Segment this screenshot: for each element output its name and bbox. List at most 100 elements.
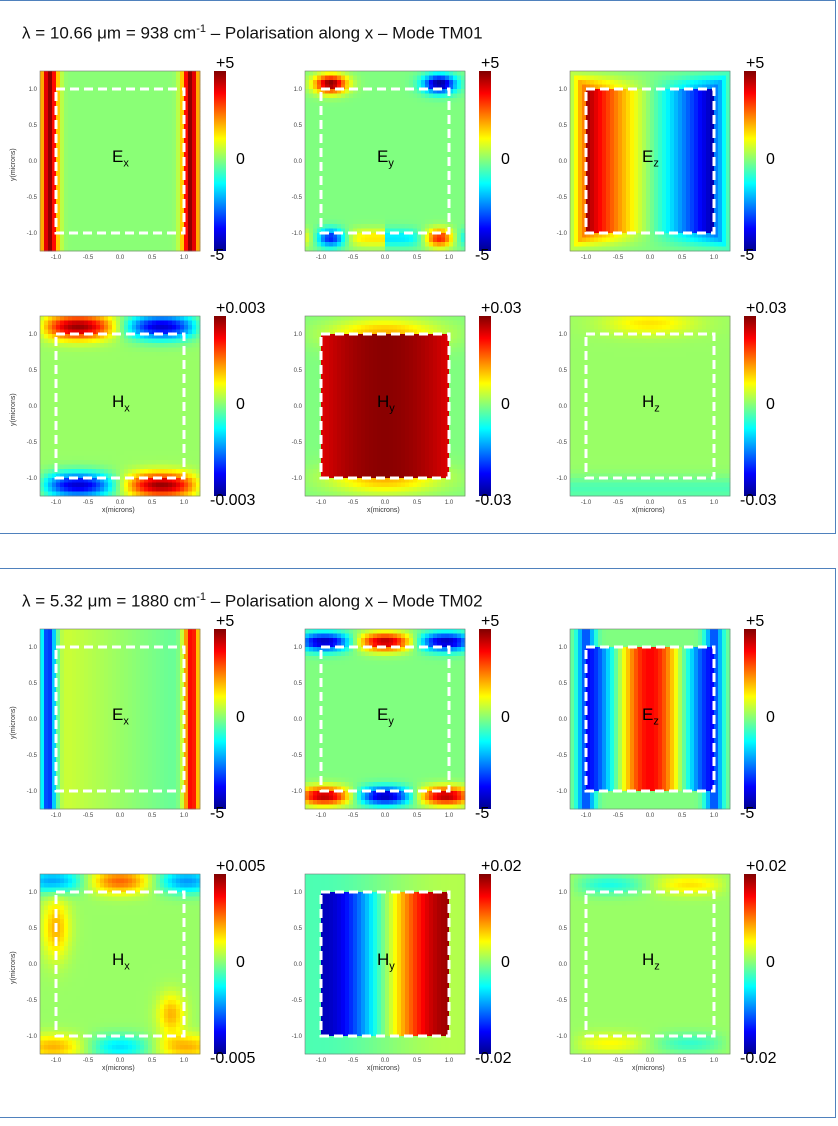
heatmap-cell: [345, 107, 350, 112]
heatmap-cell: [44, 451, 49, 456]
heatmap-cell: [570, 215, 575, 220]
heatmap-cell: [405, 224, 410, 229]
heatmap-cell: [172, 125, 177, 130]
heatmap-cell: [578, 107, 583, 112]
heatmap-cell: [385, 143, 390, 148]
heatmap-cell: [650, 129, 655, 135]
heatmap-cell: [574, 111, 579, 117]
heatmap-cell: [630, 174, 635, 180]
heatmap-svg: -1.0 -0.5 0.0 0.5 1.01.00.50.0-0.5-1.0: [27, 315, 226, 506]
heatmap-cell: [52, 116, 57, 121]
waveguide-outline: [319, 87, 451, 235]
heatmap-cell: [84, 201, 89, 207]
heatmap-cell: [124, 147, 129, 153]
heatmap-cell: [88, 152, 93, 157]
heatmap-cell: [136, 156, 141, 162]
heatmap-cell: [369, 129, 374, 135]
heatmap-cell: [128, 215, 133, 220]
heatmap-cell: [140, 71, 145, 76]
heatmap-cell: [614, 71, 619, 76]
heatmap-cell: [401, 215, 406, 220]
heatmap-cell: [321, 174, 326, 180]
heatmap-cell: [614, 89, 619, 94]
heatmap-cell: [706, 120, 711, 126]
heatmap-cell: [144, 75, 149, 81]
heatmap-cell: [710, 152, 715, 157]
heatmap-cell: [610, 224, 615, 229]
heatmap-cell: [662, 192, 667, 198]
heatmap-cell: [156, 134, 161, 139]
heatmap-cell: [570, 206, 575, 211]
heatmap-cell: [425, 206, 430, 211]
heatmap-cell: [104, 84, 109, 90]
heatmap-cell: [598, 102, 603, 108]
heatmap-cell: [84, 75, 89, 81]
heatmap-cell: [373, 98, 378, 103]
heatmap-cell: [349, 111, 354, 117]
heatmap-cell: [156, 156, 161, 162]
heatmap-cell: [630, 138, 635, 144]
heatmap-cell: [706, 156, 711, 162]
heatmap-cell: [373, 215, 378, 220]
heatmap-cell: [116, 174, 121, 180]
heatmap-cell: [184, 116, 189, 121]
heatmap-cell: [44, 152, 49, 157]
heatmap-cell: [417, 242, 422, 247]
heatmap-cell: [80, 89, 85, 94]
heatmap-cell: [353, 93, 358, 99]
heatmap-cell: [622, 138, 627, 144]
heatmap-cell: [618, 111, 623, 117]
heatmap-cell: [80, 156, 85, 162]
heatmap-cell: [602, 156, 607, 162]
heatmap-cell: [64, 156, 69, 162]
heatmap-cell: [60, 89, 65, 94]
heatmap-cell: [144, 129, 149, 135]
heatmap-cell: [321, 192, 326, 198]
heatmap-cell: [614, 237, 619, 243]
heatmap-cell: [104, 210, 109, 216]
heatmap-cell: [164, 102, 169, 108]
heatmap-cell: [638, 152, 643, 157]
heatmap-cell: [112, 120, 117, 126]
heatmap-cell: [710, 224, 715, 229]
heatmap-cell: [172, 147, 177, 153]
heatmap-cell: [409, 174, 414, 180]
heatmap-cell: [76, 102, 81, 108]
heatmap-cell: [68, 228, 73, 234]
heatmap-cell: [321, 246, 326, 252]
heatmap-cell: [618, 210, 623, 216]
heatmap-cell: [120, 116, 125, 121]
heatmap-cell: [598, 75, 603, 81]
heatmap-cell: [602, 161, 607, 166]
heatmap-cell: [714, 219, 719, 225]
heatmap-cell: [40, 201, 45, 207]
heatmap-cell: [176, 219, 181, 225]
heatmap-cell: [60, 134, 65, 139]
heatmap-cell: [160, 98, 165, 103]
heatmap-cell: [52, 129, 57, 135]
heatmap-cell: [622, 129, 627, 135]
heatmap-cell: [405, 206, 410, 211]
heatmap-cell: [365, 233, 370, 238]
heatmap-cell: [124, 89, 129, 94]
heatmap-cell: [578, 188, 583, 193]
heatmap-cell: [726, 188, 731, 193]
heatmap-cell: [369, 89, 374, 94]
heatmap-cell: [52, 138, 57, 144]
heatmap-cell: [60, 143, 65, 148]
heatmap-cell: [152, 237, 157, 243]
heatmap-cell: [369, 102, 374, 108]
heatmap-cell: [365, 93, 370, 99]
heatmap-cell: [168, 161, 173, 166]
heatmap-cell: [650, 111, 655, 117]
heatmap-cell: [88, 210, 93, 216]
heatmap-cell: [642, 161, 647, 166]
heatmap-cell: [610, 215, 615, 220]
heatmap-cell: [68, 242, 73, 247]
heatmap-cell: [385, 170, 390, 175]
heatmap-cell: [433, 138, 438, 144]
heatmap-cell: [377, 80, 382, 85]
heatmap-cell: [590, 89, 595, 94]
heatmap-cell: [188, 179, 193, 184]
heatmap-cell: [650, 71, 655, 76]
